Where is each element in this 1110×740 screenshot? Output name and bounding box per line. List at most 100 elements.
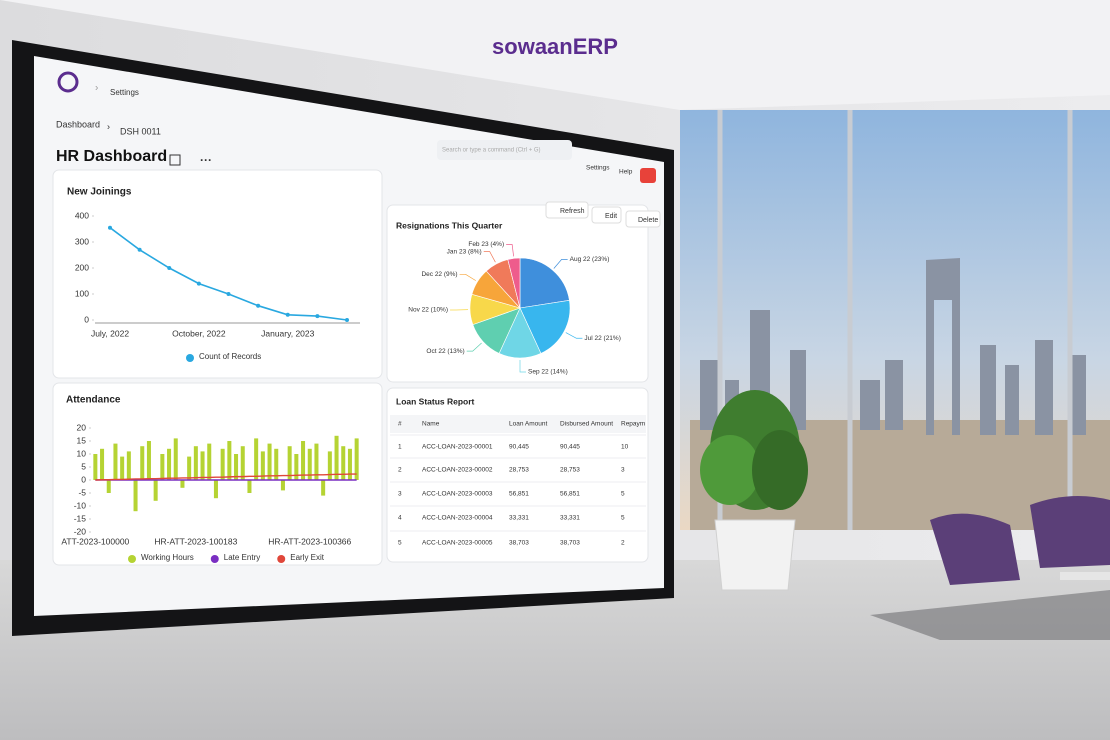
page-title: HR Dashboard bbox=[56, 148, 167, 165]
chairs bbox=[930, 496, 1110, 585]
bar bbox=[100, 448, 105, 480]
x-tick-label: HR-ATT-2023-100183 bbox=[154, 536, 237, 546]
bar bbox=[213, 480, 218, 499]
nav-breadcrumb[interactable]: Settings bbox=[110, 88, 139, 97]
table-cell: 38,703 bbox=[560, 540, 580, 547]
button[interactable] bbox=[591, 206, 622, 224]
column-header: Disbursed Amount bbox=[560, 421, 613, 428]
bar bbox=[260, 451, 265, 480]
y-tick-label: 400 bbox=[75, 210, 89, 220]
x-tick-label: HR-ATT-2023-100366 bbox=[268, 536, 351, 546]
chevron: › bbox=[95, 83, 98, 94]
bar bbox=[301, 441, 306, 480]
y-tick-label: 200 bbox=[75, 262, 89, 272]
bar bbox=[240, 446, 245, 480]
leader-line bbox=[483, 251, 496, 263]
y-tick-label: 0 bbox=[81, 474, 86, 484]
pie-slice bbox=[507, 257, 521, 309]
table-cell: 90,445 bbox=[560, 444, 580, 451]
bar bbox=[327, 451, 332, 480]
card-title: New Joinings bbox=[67, 187, 132, 198]
table-cell: ACC-LOAN-2023-00002 bbox=[422, 467, 493, 474]
bar bbox=[140, 446, 145, 480]
menu-settings[interactable]: Settings bbox=[586, 165, 610, 172]
slice-label: Dec 22 (9%) bbox=[421, 271, 457, 278]
breadcrumb[interactable]: Dashboard bbox=[56, 119, 100, 129]
x-tick-label: July, 2022 bbox=[91, 328, 129, 338]
bar bbox=[227, 441, 232, 480]
pie-slice bbox=[519, 257, 570, 309]
button[interactable] bbox=[625, 210, 661, 228]
y-tick-label: -5 bbox=[78, 487, 86, 497]
avatar[interactable] bbox=[640, 168, 656, 183]
legend-label: Working Hours bbox=[141, 553, 194, 562]
bar bbox=[274, 448, 279, 480]
table-cell: ACC-LOAN-2023-00001 bbox=[422, 444, 493, 451]
leader-line bbox=[553, 259, 568, 269]
table-cell: ACC-LOAN-2023-00004 bbox=[422, 515, 493, 522]
table-cell: 33,331 bbox=[560, 515, 580, 522]
bar bbox=[167, 448, 172, 480]
bar bbox=[173, 438, 178, 480]
bar bbox=[160, 454, 165, 480]
bar bbox=[133, 480, 138, 512]
point bbox=[285, 312, 290, 317]
legend-label: Late Entry bbox=[224, 553, 260, 562]
slice-label: Sep 22 (14%) bbox=[528, 369, 568, 376]
table-cell: 2 bbox=[398, 467, 402, 474]
bar bbox=[247, 480, 252, 493]
x-tick-label: ATT-2023-100000 bbox=[61, 536, 129, 546]
table-cell: 5 bbox=[621, 491, 625, 498]
point bbox=[256, 303, 261, 308]
search-box[interactable] bbox=[437, 140, 572, 160]
menu-help[interactable]: Help bbox=[619, 169, 633, 176]
y-tick-label: 10 bbox=[77, 448, 87, 458]
legend-marker bbox=[210, 555, 219, 563]
button-label: Edit bbox=[605, 213, 617, 220]
card-title: Attendance bbox=[66, 395, 121, 406]
bar bbox=[354, 438, 359, 480]
point bbox=[196, 281, 201, 286]
legend-marker bbox=[186, 354, 194, 362]
table-cell: 2 bbox=[621, 540, 625, 547]
leader-line bbox=[565, 332, 583, 339]
point bbox=[108, 225, 112, 230]
table-cell: 3 bbox=[621, 467, 625, 474]
table-cell: 33,331 bbox=[509, 515, 529, 522]
plant bbox=[700, 390, 808, 591]
x-tick-label: October, 2022 bbox=[172, 328, 226, 338]
bar bbox=[180, 480, 185, 488]
bar bbox=[106, 480, 111, 493]
card-title: Resignations This Quarter bbox=[396, 220, 503, 230]
card-title: Loan Status Report bbox=[396, 396, 475, 406]
chevron: › bbox=[107, 121, 110, 131]
bar bbox=[341, 446, 346, 480]
bar bbox=[234, 454, 239, 480]
button[interactable] bbox=[545, 201, 589, 219]
table-cell: 5 bbox=[398, 540, 402, 547]
bar bbox=[113, 443, 118, 480]
bar bbox=[254, 438, 259, 480]
bar bbox=[347, 448, 352, 480]
more-menu[interactable]: ··· bbox=[200, 153, 212, 167]
x-tick-label: January, 2023 bbox=[261, 328, 315, 338]
point bbox=[167, 266, 172, 270]
table-cell: 1 bbox=[398, 444, 402, 451]
bar bbox=[120, 456, 125, 480]
y-tick-label: 20 bbox=[77, 422, 87, 432]
bar bbox=[294, 454, 299, 480]
leader-line bbox=[459, 273, 476, 281]
table-cell: 90,445 bbox=[509, 444, 529, 451]
leader-line bbox=[506, 244, 514, 257]
table-header bbox=[390, 415, 646, 433]
leader-line bbox=[519, 360, 526, 373]
app-logo[interactable] bbox=[57, 71, 79, 93]
bar bbox=[280, 480, 285, 491]
y-tick-label: 15 bbox=[77, 435, 87, 445]
edit-icon[interactable] bbox=[169, 154, 181, 166]
line bbox=[95, 473, 357, 481]
column-header: Loan Amount bbox=[509, 421, 548, 428]
y-tick-label: -20 bbox=[74, 526, 87, 536]
slice-label: Oct 22 (13%) bbox=[426, 348, 464, 355]
